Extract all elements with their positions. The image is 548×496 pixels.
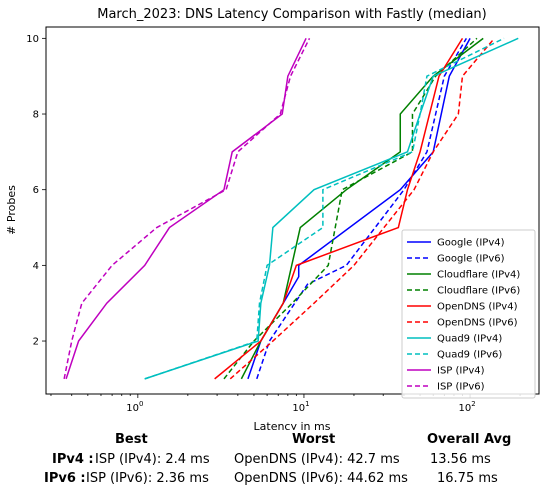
summary-row-label-ipv4: IPv4 : (52, 452, 94, 467)
plot-frame (45, 26, 540, 395)
summary-avg-ipv6: 16.75 ms (437, 471, 498, 486)
summary-best-ipv6: ISP (IPv6): 2.36 ms (86, 471, 209, 486)
summary-table: Best Worst Overall Avg IPv4 : ISP (IPv4)… (0, 430, 548, 496)
legend-label-google-ipv6: Google (IPv6) (437, 254, 505, 265)
y-tick-label: 8 (33, 110, 39, 121)
legend-label-isp-ipv6: ISP (IPv6) (437, 382, 485, 393)
series-line-cloudflare-ipv6 (223, 37, 478, 380)
legend-label-opendns-ipv6: OpenDNS (IPv6) (437, 318, 518, 329)
x-tick-label: 101 (292, 400, 309, 414)
legend-box (401, 229, 536, 399)
summary-header-worst: Worst (292, 432, 336, 447)
series-line-isp-ipv4 (65, 38, 307, 380)
chart-legend: Google (IPv4) Google (IPv6) Cloudflare (IP… (401, 229, 536, 399)
summary-avg-ipv4: 13.56 ms (430, 452, 491, 467)
latency-chart: March_2023: DNS Latency Comparison with … (5, 7, 540, 430)
summary-header-best: Best (115, 432, 148, 447)
chart-title: March_2023: DNS Latency Comparison with … (97, 7, 486, 22)
summary-best-ipv4: ISP (IPv4): 2.4 ms (95, 452, 210, 467)
legend-label-quad9-ipv6: Quad9 (IPv6) (437, 350, 502, 361)
legend-label-isp-ipv4: ISP (IPv4) (437, 366, 485, 377)
x-axis: 100 101 102 (50, 394, 521, 414)
legend-label-cloudflare-ipv6: Cloudflare (IPv6) (437, 286, 520, 297)
series-line-quad9-ipv6 (144, 37, 505, 380)
summary-worst-ipv6: OpenDNS (IPv6): 44.62 ms (234, 471, 408, 486)
legend-label-cloudflare-ipv4: Cloudflare (IPv4) (437, 270, 520, 281)
series-line-quad9-ipv4 (144, 37, 519, 380)
y-tick-label: 10 (26, 34, 39, 45)
legend-label-quad9-ipv4: Quad9 (IPv4) (437, 334, 502, 345)
y-tick-label: 4 (33, 261, 39, 272)
y-tick-label: 2 (33, 337, 39, 348)
plot-area (63, 37, 519, 380)
summary-row-label-ipv6: IPv6 : (44, 471, 86, 486)
series-line-opendns-ipv6 (229, 37, 495, 380)
x-axis-label: Latency in ms (254, 420, 331, 430)
series-line-opendns-ipv4 (214, 37, 464, 380)
summary-header-avg: Overall Avg (427, 432, 512, 447)
y-axis: 2 4 6 8 10 (26, 34, 46, 348)
y-axis-label: # Probes (5, 185, 18, 235)
legend-label-google-ipv4: Google (IPv4) (437, 238, 505, 249)
summary-worst-ipv4: OpenDNS (IPv4): 42.7 ms (234, 452, 400, 467)
x-tick-label: 100 (126, 400, 143, 414)
x-tick-label: 102 (458, 400, 475, 414)
series-line-isp-ipv6 (63, 38, 311, 380)
y-tick-label: 6 (33, 185, 39, 196)
legend-label-opendns-ipv4: OpenDNS (IPv4) (437, 302, 518, 313)
